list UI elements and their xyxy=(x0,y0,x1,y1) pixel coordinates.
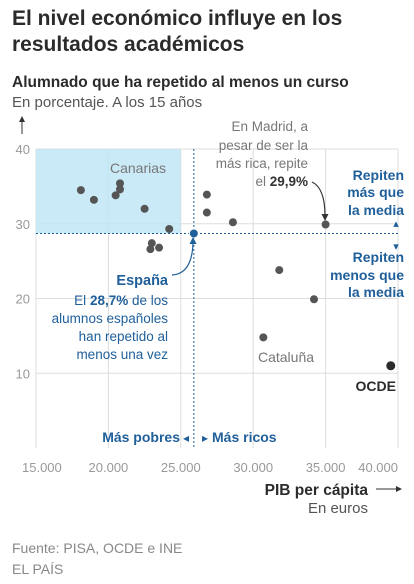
down-arrow-icon: ▾ xyxy=(393,241,399,253)
madrid-annotation-line-3: más rica, repite xyxy=(216,156,308,171)
x-axis-unit: En euros xyxy=(308,500,368,517)
page-title: El nivel económico influye en los result… xyxy=(12,7,343,56)
y-tick-label: 40 xyxy=(16,142,30,157)
canarias-label: Canarias xyxy=(110,160,166,176)
region-point xyxy=(140,204,149,213)
y-tick-label: 30 xyxy=(16,217,30,232)
y-tick-label: 10 xyxy=(16,366,30,381)
madrid-annotation-arrow xyxy=(311,181,326,217)
axis-layer: 10 20 30 40 15.000 20.000 25.000 30.000 35.000 40… xyxy=(16,142,398,475)
poorer-label: Más pobres xyxy=(102,429,180,445)
region-point xyxy=(228,218,237,227)
chart-subtitle: Alumnado que ha repetido al menos un cur… xyxy=(12,74,349,91)
madrid-arrow-head xyxy=(321,214,329,221)
spain-annotation-line-4: menos una vez xyxy=(76,347,168,362)
madrid-annotation-line-1: En Madrid, a xyxy=(231,119,308,134)
region-point xyxy=(202,208,211,217)
region-point xyxy=(115,185,124,194)
oecd-point xyxy=(386,361,396,371)
region-point xyxy=(155,243,164,252)
up-arrow-icon: ▴ xyxy=(393,218,399,230)
oecd-label: OCDE xyxy=(356,378,396,394)
below-average-line-2: menos que xyxy=(330,267,404,283)
madrid-annotation-prefix: el xyxy=(255,174,269,189)
x-tick-label: 15.000 xyxy=(22,460,62,475)
x-axis-title: PIB per cápita xyxy=(265,482,369,499)
spain-annotation-line-2: alumnos españoles xyxy=(52,311,169,326)
madrid-annotation-line-4: el 29,9% xyxy=(255,174,308,189)
region-point xyxy=(111,191,120,200)
spain-annotation-line-3: han repetido al xyxy=(79,329,168,344)
x-tick-label: 40.000 xyxy=(358,460,398,475)
spain-annotation-prefix: El xyxy=(74,293,90,308)
above-average-line-3: la media xyxy=(348,202,404,218)
below-average-line-3: la media xyxy=(348,284,404,300)
left-arrow-icon: ◂ xyxy=(183,431,189,445)
highlight-layer xyxy=(36,149,398,448)
region-point xyxy=(146,245,155,254)
madrid-annotation-value: 29,9% xyxy=(270,174,308,189)
region-point xyxy=(89,195,98,204)
region-point xyxy=(76,186,85,195)
x-tick-label: 35.000 xyxy=(306,460,346,475)
region-point xyxy=(275,266,284,275)
spain-annotation-value: 28,7% xyxy=(90,293,128,308)
spain-point xyxy=(188,228,199,239)
chart-unit: En porcentaje. A los 15 años xyxy=(12,94,203,111)
region-point xyxy=(115,179,124,188)
region-point xyxy=(202,190,211,199)
region-point xyxy=(147,239,156,248)
madrid-annotation-line-2: pesar de ser la xyxy=(219,138,309,153)
region-point xyxy=(310,295,319,304)
cataluna-label: Cataluña xyxy=(258,349,314,365)
spain-annotation-line-1: El 28,7% de los xyxy=(74,293,168,308)
spain-arrow-head xyxy=(189,237,197,244)
region-point xyxy=(259,333,268,342)
source-note: Fuente: PISA, OCDE e INE xyxy=(12,540,183,556)
region-point xyxy=(165,224,174,233)
region-point xyxy=(321,220,330,229)
spain-annotation-suffix: de los xyxy=(128,293,168,308)
x-tick-label: 20.000 xyxy=(89,460,129,475)
x-tick-label: 30.000 xyxy=(233,460,273,475)
below-average-line-1: Repiten xyxy=(353,249,404,265)
y-axis-arrow-head xyxy=(19,116,25,122)
above-average-poorer-region xyxy=(36,149,181,234)
x-axis-arrow-head xyxy=(396,486,402,492)
richer-label: Más ricos xyxy=(212,429,277,445)
y-tick-label: 20 xyxy=(16,292,30,307)
above-average-line-1: Repiten xyxy=(353,167,404,183)
x-tick-label: 25.000 xyxy=(161,460,201,475)
spain-label: España xyxy=(116,273,169,289)
spain-annotation-arrow xyxy=(171,242,194,276)
right-arrow-icon: ▸ xyxy=(202,431,208,445)
point-layer xyxy=(76,179,396,371)
brand-label: EL PAÍS xyxy=(12,561,64,577)
above-average-line-2: más que xyxy=(347,184,404,200)
